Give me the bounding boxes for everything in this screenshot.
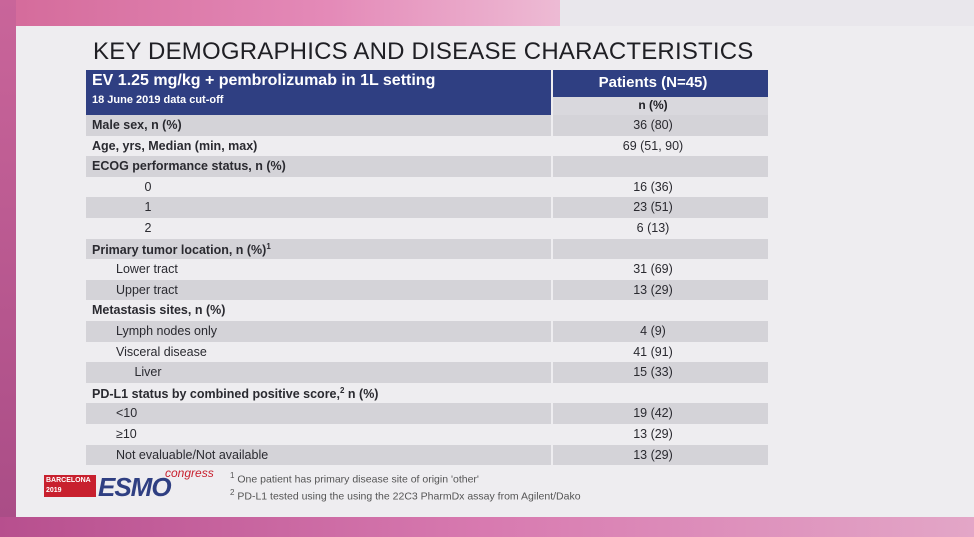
row-value: 69 (51, 90)	[622, 138, 684, 153]
row-value: 16 (36)	[633, 179, 673, 194]
table-row: Lymph nodes only 4 (9)	[86, 320, 768, 342]
slide-title: KEY DEMOGRAPHICS AND DISEASE CHARACTERIS…	[93, 38, 754, 65]
table-row: ≥10 13 (29)	[86, 423, 768, 445]
row-label: Not evaluable/Not available	[116, 447, 269, 462]
row-value: 15 (33)	[633, 365, 673, 380]
table-row: 1 23 (51)	[86, 197, 768, 218]
row-value: 23 (51)	[633, 200, 673, 215]
row-value: 4 (9)	[640, 323, 666, 338]
top-band	[0, 0, 600, 26]
footnote-1: 1 One patient has primary disease site o…	[230, 471, 479, 486]
table-body: Male sex, n (%) 36 (80) Age, yrs, Median (…	[86, 115, 768, 466]
table-row: Metastasis sites, n (%)	[86, 300, 768, 321]
barcelona-badge: BARCELONA 2019	[44, 475, 96, 497]
table-row: Primary tumor location, n (%)1	[86, 238, 768, 260]
esmo-wordmark: ESMO	[98, 472, 172, 502]
table-row: Liver 15 (33)	[86, 362, 768, 383]
patients-header: Patients (N=45)	[598, 74, 708, 91]
row-value: 19 (42)	[633, 406, 673, 421]
row-value: 41 (91)	[633, 344, 673, 359]
esmo-logo: BARCELONA 2019 ESMO congress	[44, 466, 219, 502]
table-row: 2 6 (13)	[86, 217, 768, 239]
demographics-table: EV 1.25 mg/kg + pembrolizumab in 1L sett…	[86, 70, 768, 466]
row-label: <10	[116, 406, 138, 421]
row-label: Lymph nodes only	[116, 323, 217, 338]
row-value: 6 (13)	[636, 220, 670, 235]
table-row: PD-L1 status by combined positive score,…	[86, 382, 768, 404]
top-band-light	[560, 0, 974, 26]
row-label: Male sex, n (%)	[92, 118, 182, 132]
row-value: 36 (80)	[633, 118, 673, 132]
table-header: EV 1.25 mg/kg + pembrolizumab in 1L sett…	[86, 70, 768, 115]
row-label: ≥10	[116, 426, 137, 441]
table-row: Visceral disease 41 (91)	[86, 341, 768, 363]
table-row: <10 19 (42)	[86, 403, 768, 424]
table-row: Upper tract 13 (29)	[86, 279, 768, 301]
row-value: 13 (29)	[633, 426, 673, 441]
footnote-2: 2 PD-L1 tested using the using the 22C3 …	[230, 488, 581, 503]
row-label: Lower tract	[116, 262, 178, 277]
table-row: Lower tract 31 (69)	[86, 259, 768, 280]
row-label: Upper tract	[116, 282, 178, 297]
row-label: 0	[144, 179, 152, 194]
row-label: PD-L1 status by combined positive score,…	[92, 385, 379, 401]
row-label: 1	[144, 200, 152, 215]
row-label: Metastasis sites, n (%)	[92, 303, 226, 318]
table-row: Age, yrs, Median (min, max) 69 (51, 90)	[86, 135, 768, 157]
regimen-header: EV 1.25 mg/kg + pembrolizumab in 1L sett…	[92, 72, 436, 89]
table-row: Male sex, n (%) 36 (80)	[86, 115, 768, 136]
row-label: Age, yrs, Median (min, max)	[92, 138, 258, 153]
row-label: Visceral disease	[116, 344, 207, 359]
row-label: Primary tumor location, n (%)1	[92, 241, 271, 257]
table-row: 0 16 (36)	[86, 176, 768, 198]
table-row: Not evaluable/Not available 13 (29)	[86, 444, 768, 466]
row-value: 31 (69)	[633, 262, 673, 277]
table-row: ECOG performance status, n (%)	[86, 156, 768, 177]
row-label: 2	[144, 220, 152, 235]
congress-wordmark: congress	[165, 466, 214, 480]
row-value: 13 (29)	[633, 447, 673, 462]
unit-header: n (%)	[638, 98, 668, 112]
bottom-band	[0, 517, 974, 537]
row-label: ECOG performance status, n (%)	[92, 159, 286, 174]
cutoff-header: 18 June 2019 data cut-off	[92, 94, 224, 106]
row-label: Liver	[134, 365, 162, 380]
row-value: 13 (29)	[633, 282, 673, 297]
left-band	[0, 0, 16, 537]
